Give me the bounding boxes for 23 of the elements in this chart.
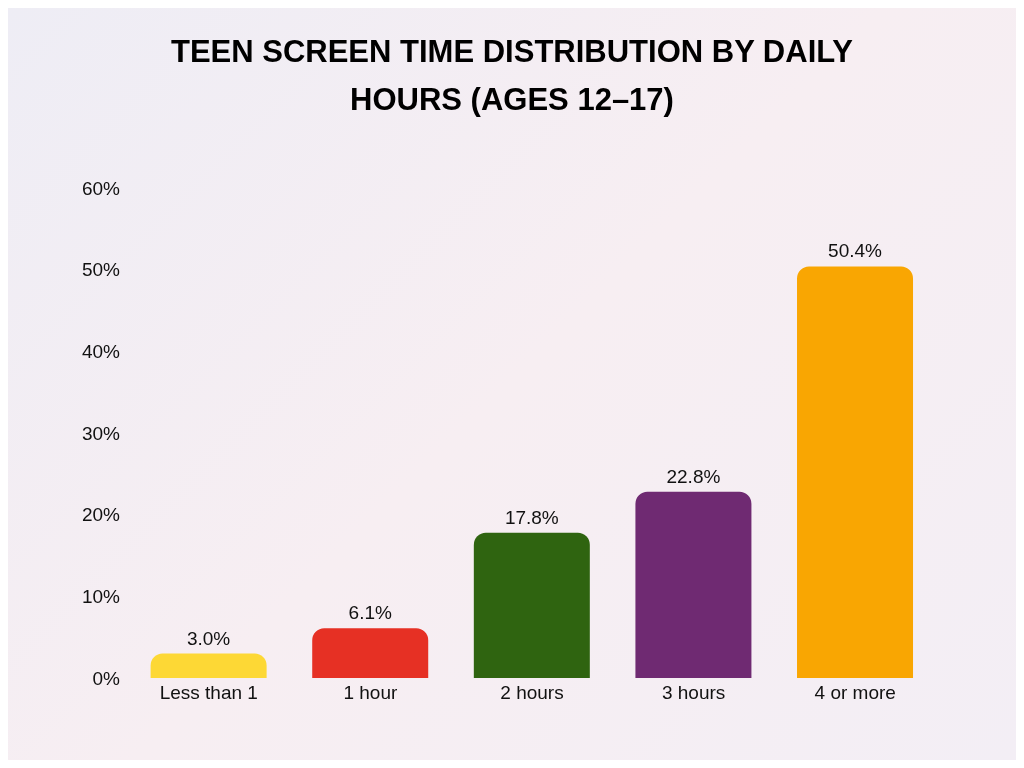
x-tick-label: Less than 1 [159, 682, 258, 704]
bar [635, 491, 752, 678]
x-tick-label: 4 or more [814, 682, 896, 704]
bar [312, 628, 429, 678]
y-tick-label: 40% [81, 341, 121, 363]
data-label: 22.8% [666, 465, 721, 487]
y-tick-label: 30% [81, 422, 121, 444]
data-label: 17.8% [504, 506, 559, 528]
bar [473, 532, 590, 678]
data-label: 50.4% [828, 240, 883, 262]
x-tick-label: 3 hours [661, 682, 726, 704]
y-tick-label: 0% [92, 667, 121, 689]
bar [797, 266, 914, 678]
y-tick-label: 50% [81, 259, 121, 281]
y-tick-label: 20% [81, 504, 121, 526]
data-label: 6.1% [348, 602, 392, 624]
data-label: 3.0% [186, 627, 231, 649]
x-tick-label: 1 hour [343, 682, 399, 704]
y-tick-label: 10% [81, 586, 121, 608]
chart-title: TEEN SCREEN TIME DISTRIBUTION BY DAILY HOURS (AGES 12–17) [169, 33, 855, 119]
bar [150, 653, 267, 678]
x-tick-label: 2 hours [500, 682, 564, 704]
y-tick-label: 60% [81, 177, 121, 199]
